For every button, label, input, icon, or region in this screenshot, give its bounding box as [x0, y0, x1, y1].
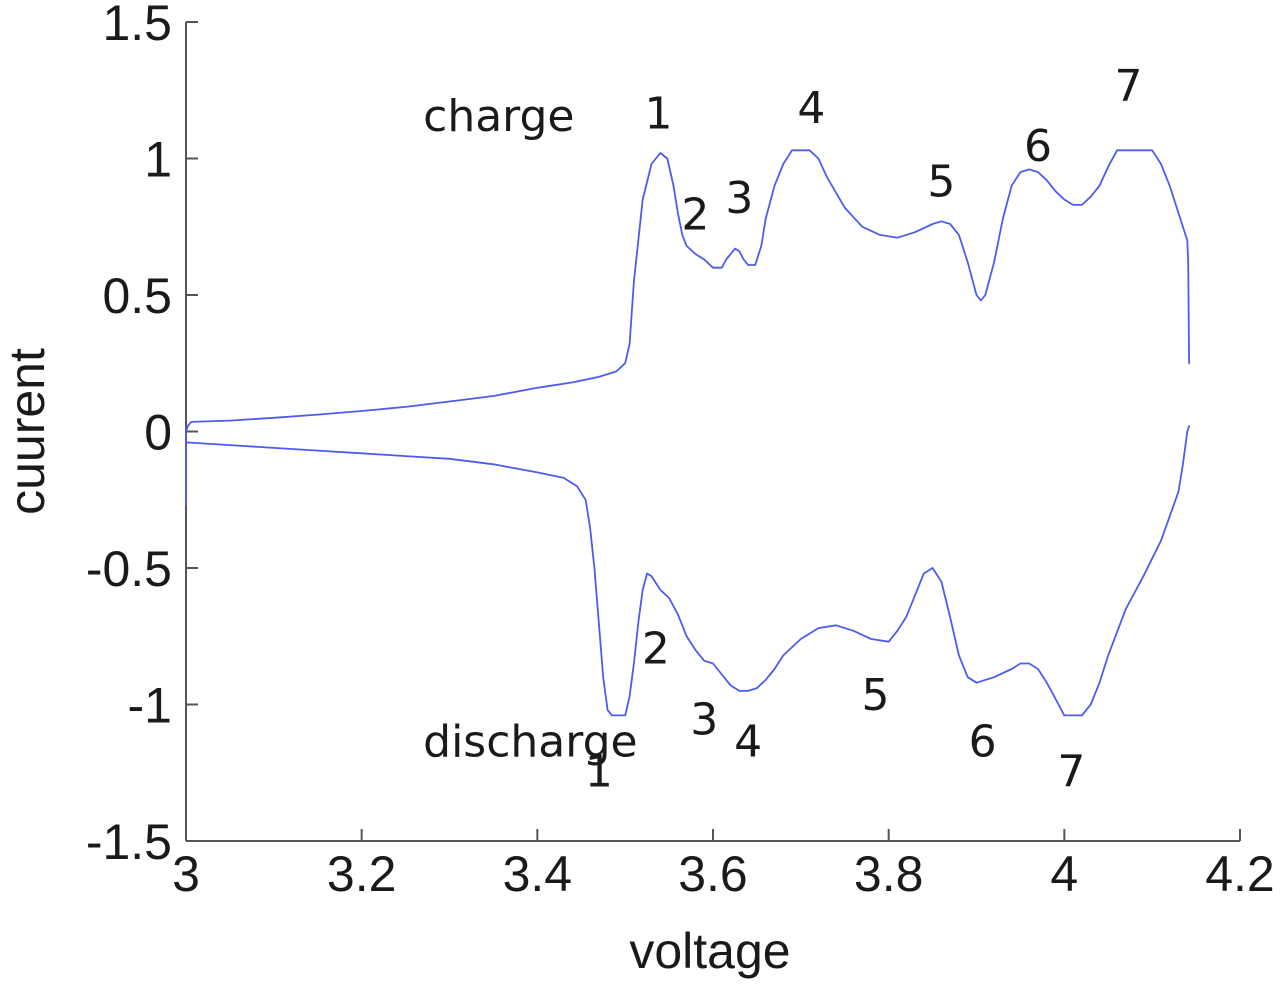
- peak-label: 2: [642, 624, 670, 675]
- charge-curve: [185, 149, 1190, 507]
- peak-label: 7: [1057, 746, 1085, 797]
- discharge-curve: [185, 425, 1190, 717]
- y-tick-label: 1.5: [102, 0, 172, 51]
- y-tick-label: 0: [144, 405, 172, 461]
- charge-label: charge: [423, 91, 574, 142]
- x-tick-label: 4.2: [1205, 846, 1275, 902]
- x-tick-label: 3.8: [854, 846, 924, 902]
- y-tick-label: 1: [144, 132, 172, 188]
- peak-label: 4: [734, 716, 762, 767]
- x-tick-label: 3: [172, 846, 200, 902]
- y-tick-label: -1: [128, 678, 172, 734]
- x-axis-ticks: 3 3.2 3.4 3.6 3.8 4 4.2: [172, 829, 1275, 902]
- x-tick-label: 3.6: [678, 846, 748, 902]
- peak-label: 2: [681, 189, 709, 240]
- discharge-label: discharge: [423, 716, 637, 767]
- curves: [185, 149, 1190, 717]
- peak-label: 7: [1114, 61, 1142, 112]
- y-tick-label: 0.5: [102, 268, 172, 324]
- peak-label: 5: [927, 157, 955, 208]
- x-tick-label: 3.2: [327, 846, 397, 902]
- y-tick-label: -1.5: [86, 814, 172, 870]
- x-tick-label: 4: [1050, 846, 1078, 902]
- peak-label: 1: [645, 88, 673, 139]
- y-axis-title: cuurent: [0, 348, 55, 515]
- peak-label: 3: [725, 173, 753, 224]
- y-axis-ticks: 1.5 1 0.5 0 -0.5 -1 -1.5: [86, 0, 198, 870]
- peak-label: 6: [969, 716, 997, 767]
- peak-label: 4: [797, 83, 825, 134]
- y-tick-label: -0.5: [86, 541, 172, 597]
- peak-label: 6: [1024, 121, 1052, 172]
- x-tick-label: 3.4: [503, 846, 573, 902]
- x-axis-title: voltage: [629, 923, 790, 979]
- peak-label: 1: [585, 746, 613, 797]
- peak-label: 3: [690, 695, 718, 746]
- peak-label: 5: [861, 670, 889, 721]
